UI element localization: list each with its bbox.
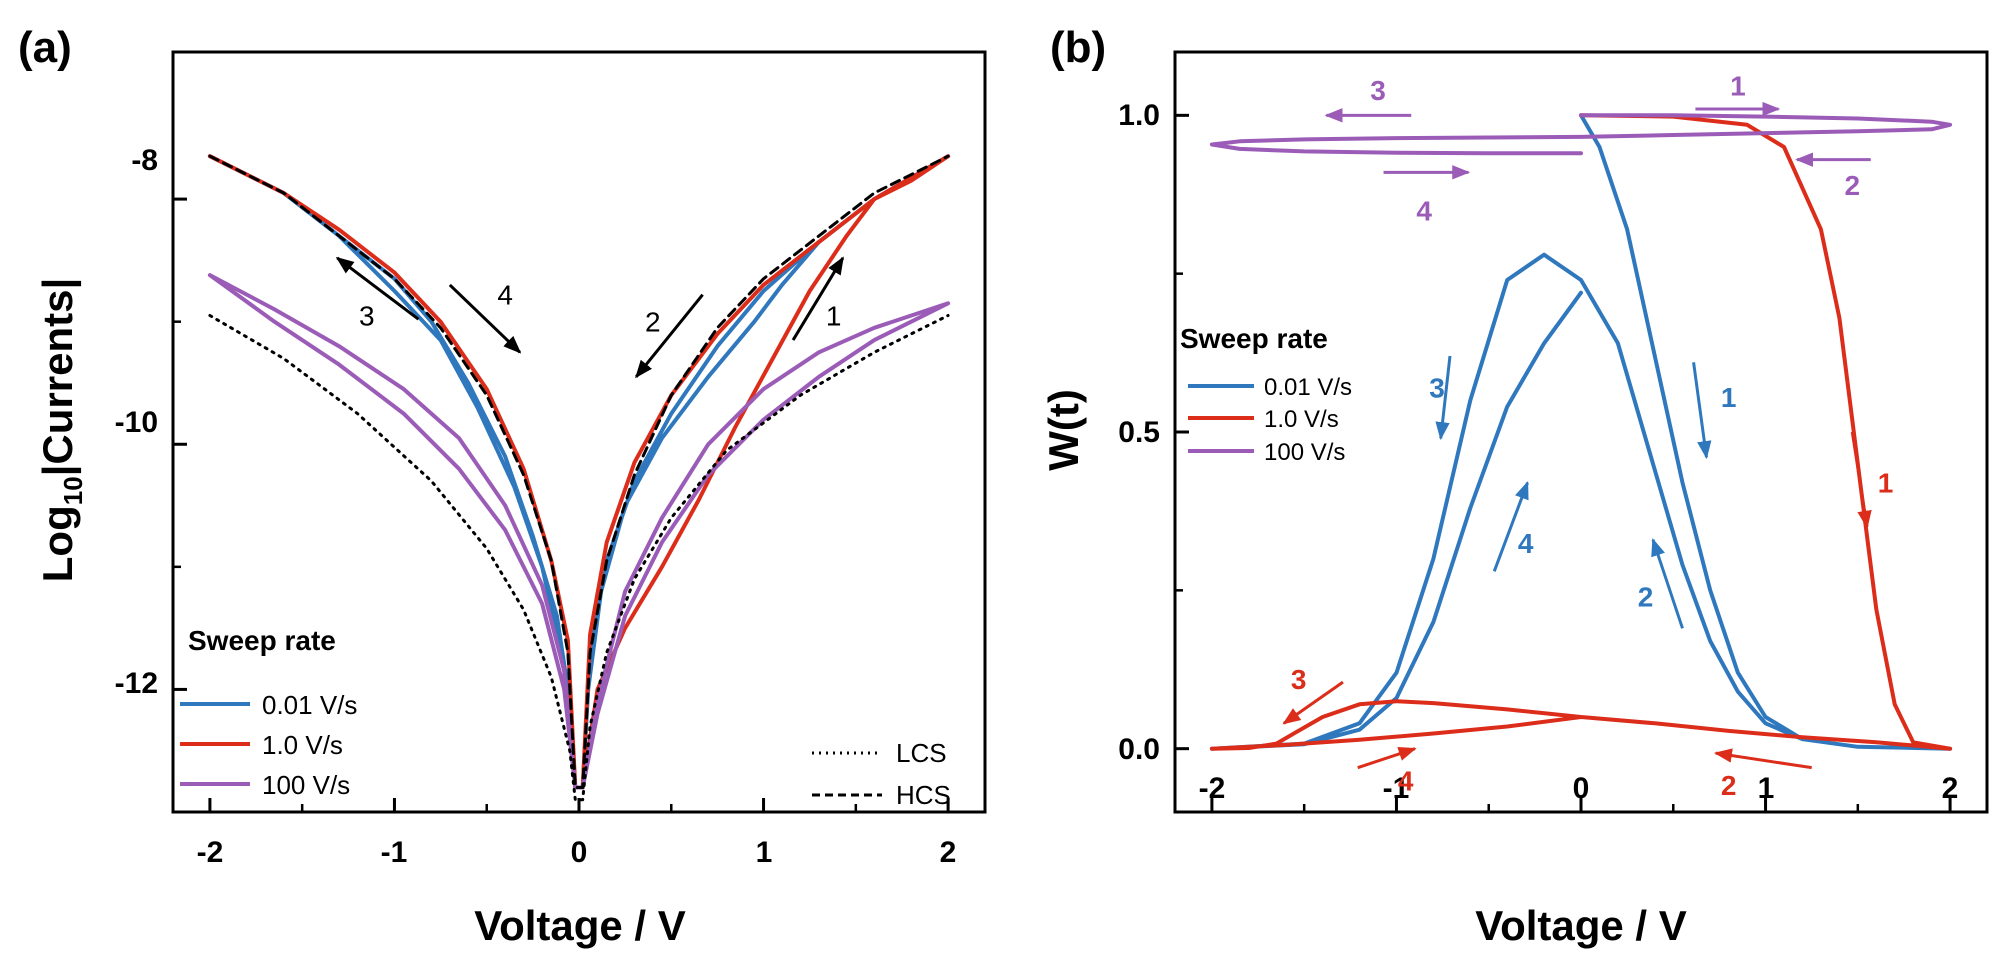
- annotation-label: 4: [497, 280, 513, 311]
- panel-a-xtick-label: 1: [756, 836, 773, 869]
- panel-b-label: (b): [1050, 23, 1106, 72]
- panel-b: (b) -2 -1 0 1 2 0.0 0.5 1.0 Voltage / V …: [1040, 23, 1989, 949]
- panel-b-legend-title: Sweep rate: [1180, 323, 1328, 354]
- annotation-label: 4: [1416, 195, 1432, 226]
- panel-b-legend: Sweep rate 0.01 V/s 1.0 V/s 100 V/s: [1180, 323, 1352, 466]
- annotation-arrow: [791, 256, 845, 341]
- annotation-label: 1: [1878, 468, 1894, 499]
- panel-a-ylabel-main: Log: [34, 505, 81, 582]
- annotation-arrow: [1357, 746, 1417, 770]
- panel-a-xtick-label: -2: [197, 836, 224, 869]
- panel-b-ticks: [1175, 113, 1952, 812]
- annotation-arrow: [335, 256, 420, 321]
- annotation-label: 3: [1429, 373, 1445, 404]
- annotation-arrow: [1850, 431, 1872, 529]
- panel-b-legend-label: 1.0 V/s: [1264, 406, 1339, 433]
- panel-a-xtick-label: -1: [381, 836, 408, 869]
- panel-a-ylabel-sub: 10: [58, 476, 88, 505]
- panel-b-ytick-label: 1.0: [1118, 99, 1160, 132]
- panel-a-ticks: [173, 197, 950, 812]
- panel-a-annotations: 1 2 3 4: [335, 256, 845, 379]
- panel-a-legend: Sweep rate 0.01 V/s 1.0 V/s 100 V/s: [180, 625, 357, 800]
- panel-a-legend-title: Sweep rate: [188, 625, 336, 656]
- annotation-label: 4: [1398, 765, 1414, 796]
- annotation-arrow: [1692, 362, 1712, 460]
- series-line-lcs: [208, 314, 950, 802]
- panel-b-xlabel: Voltage / V: [1475, 902, 1687, 949]
- series-line-0-01-v-s: [1209, 113, 1953, 751]
- annotation-label: 3: [359, 301, 375, 332]
- panel-a-series-group: [207, 154, 951, 802]
- panel-a-legend-label: 1.0 V/s: [262, 730, 343, 760]
- annotation-label: 1: [826, 301, 842, 332]
- panel-b-ytick-label: 0.5: [1118, 416, 1160, 449]
- series-line-1-0-v-s: [1209, 113, 1953, 751]
- annotation-label: 2: [1721, 770, 1737, 801]
- annotation-arrow: [1282, 680, 1344, 725]
- panel-a-ylabel-tail: |Currents|: [34, 278, 82, 477]
- panel-a-ylabel: Log10|Currents|: [34, 278, 88, 582]
- panel-a-ytick-label: -12: [115, 667, 158, 700]
- annotation-label: 4: [1518, 528, 1534, 559]
- annotation-label: 1: [1721, 382, 1737, 413]
- panel-a-legend-label-hcs: HCS: [896, 780, 951, 810]
- panel-b-annotations: 1 2 3 4 1 2 3 4 1 2 3 4: [1282, 71, 1894, 801]
- annotation-label: 2: [645, 307, 661, 338]
- annotation-label: 3: [1370, 75, 1386, 106]
- panel-a-xlabel: Voltage / V: [474, 902, 686, 949]
- annotation-arrow: [635, 293, 704, 379]
- panel-a-legend-label: 0.01 V/s: [262, 690, 357, 720]
- panel-b-xtick-label: 0: [1573, 772, 1590, 805]
- panel-b-series-group: [1209, 113, 1953, 751]
- panel-a-legend-label-lcs: LCS: [896, 738, 947, 768]
- panel-a-xtick-label: 0: [571, 836, 588, 869]
- annotation-label: 3: [1291, 664, 1307, 695]
- panel-b-xtick-label: 2: [1942, 772, 1959, 805]
- panel-b-xtick-label: -1: [1383, 772, 1410, 805]
- panel-a-legend-label: 100 V/s: [262, 770, 350, 800]
- panel-a-ytick-label: -10: [115, 406, 158, 439]
- annotation-arrow: [1651, 537, 1684, 629]
- panel-b-legend-label: 0.01 V/s: [1264, 374, 1352, 401]
- annotation-arrow: [448, 283, 522, 354]
- panel-a-label: (a): [18, 23, 72, 72]
- panel-b-ytick-label: 0.0: [1118, 733, 1160, 766]
- annotation-label: 1: [1730, 71, 1746, 102]
- panel-a-xtick-label: 2: [940, 836, 957, 869]
- panel-b-ylabel: W(t): [1040, 389, 1087, 471]
- panel-b-xtick-label: -2: [1199, 772, 1226, 805]
- series-line-100-v-s: [1209, 113, 1953, 156]
- panel-b-xtick-label: 1: [1758, 772, 1775, 805]
- annotation-label: 2: [1638, 582, 1654, 613]
- panel-b-legend-label: 100 V/s: [1264, 439, 1345, 466]
- annotation-arrow: [1435, 355, 1452, 441]
- panel-a-ytick-label: -8: [131, 144, 158, 177]
- annotation-arrow: [1713, 748, 1812, 770]
- series-line-hcs: [208, 154, 950, 789]
- annotation-label: 2: [1844, 170, 1860, 201]
- panel-a-legend-2: LCS HCS: [812, 738, 951, 810]
- annotation-arrow: [1492, 480, 1529, 572]
- panel-a: (a) -2 -1 0 1 2 -12 -10 -8 Voltage / V L…: [18, 23, 987, 949]
